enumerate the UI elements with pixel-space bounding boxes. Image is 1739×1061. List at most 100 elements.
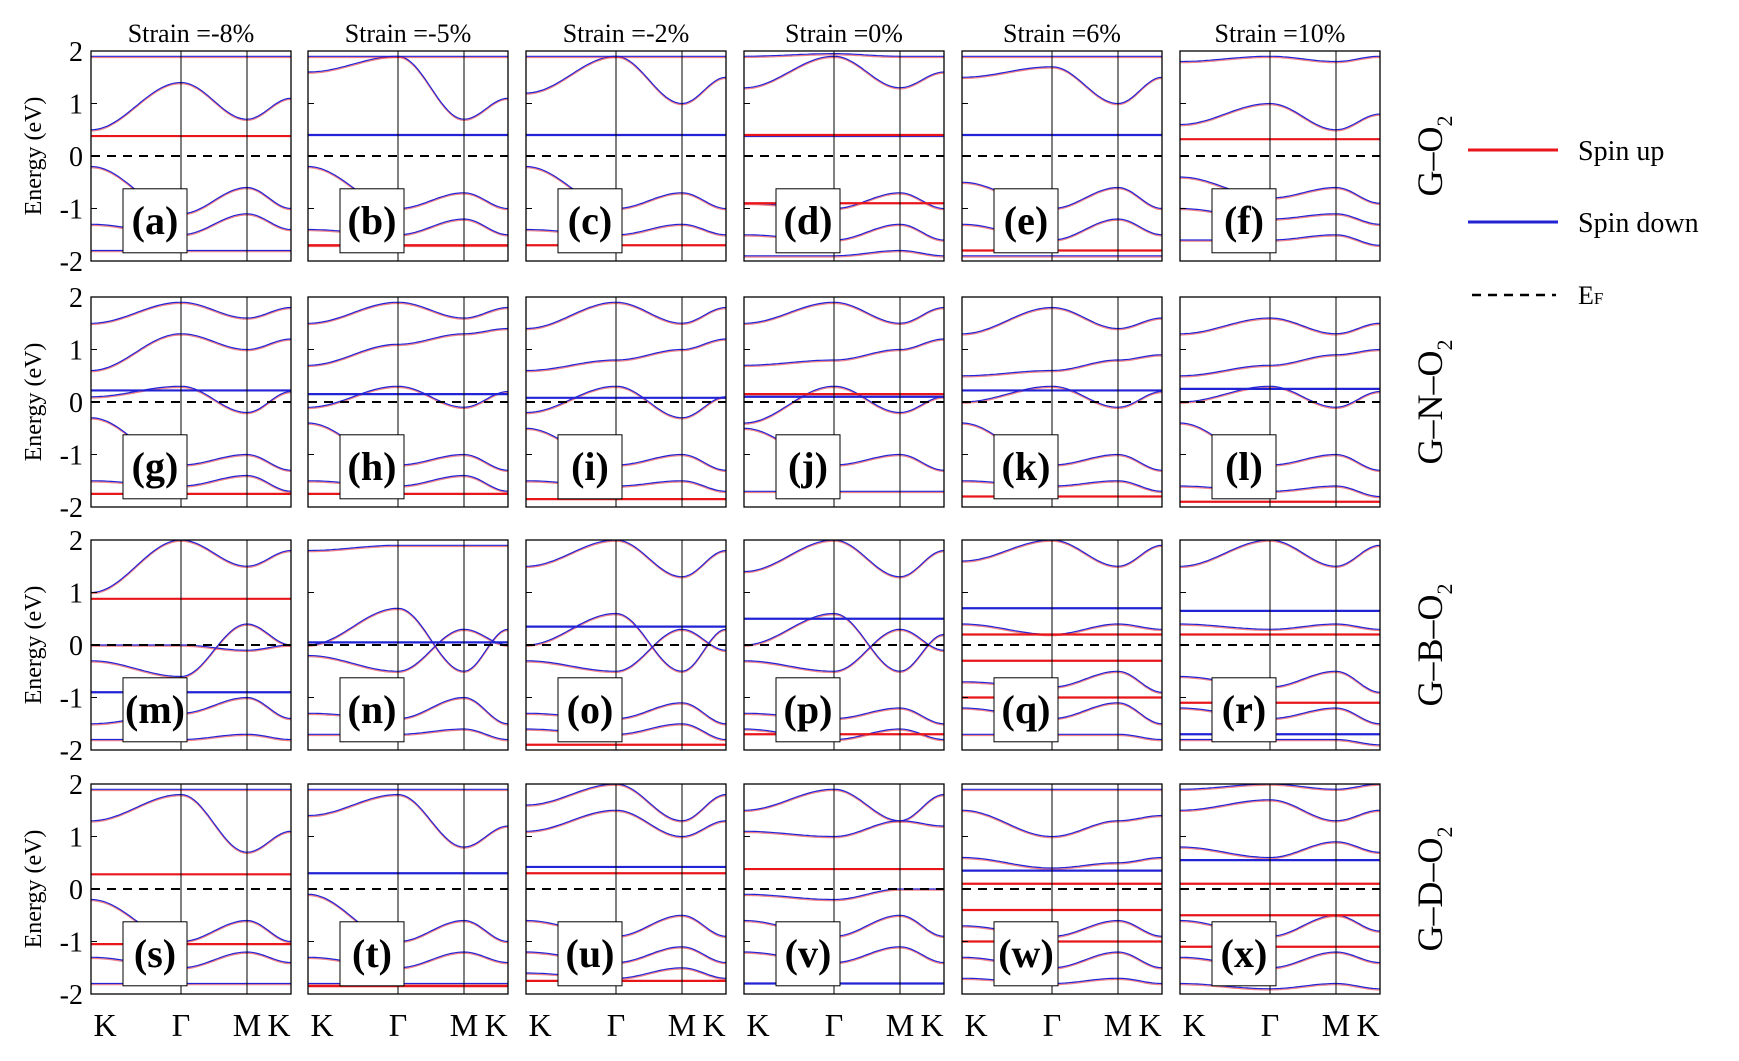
spin-down-band-2 bbox=[91, 165, 291, 215]
band-panels: (a) 2 1 0 -1 -2 Energy (eV) (b) (c) (d) (e) (f) (g) 2… bbox=[21, 37, 1381, 1011]
spin-up-band-2 bbox=[91, 900, 291, 944]
spin-up-band-1 bbox=[91, 302, 291, 326]
spin-up-band-1 bbox=[308, 302, 508, 326]
spin-down-band-0 bbox=[1180, 540, 1380, 567]
spin-down-band-3 bbox=[962, 422, 1162, 471]
panel-label-box bbox=[339, 677, 405, 743]
panel-bands bbox=[91, 55, 291, 253]
strain-label-4: Strain =6% bbox=[1003, 19, 1121, 48]
spin-up-band-0 bbox=[91, 83, 291, 132]
y-tick-label: 1 bbox=[69, 336, 83, 367]
legend-fermi-label: EF bbox=[1578, 281, 1603, 310]
y-tick-label: 1 bbox=[69, 579, 83, 610]
panel-label: (j) bbox=[788, 444, 828, 489]
y-tick-label: -1 bbox=[60, 928, 83, 959]
spin-down-band-0 bbox=[962, 66, 1162, 105]
strain-label-1: Strain =-5% bbox=[345, 19, 472, 48]
row-label-main: G–B–O bbox=[1410, 594, 1450, 706]
spin-up-band-1 bbox=[744, 302, 944, 326]
panel-label-box bbox=[339, 434, 405, 500]
panel-label: (k) bbox=[1002, 444, 1051, 489]
y-tick-label: -2 bbox=[60, 493, 83, 524]
spin-up-band-3 bbox=[962, 219, 1162, 242]
x-tick-label: Γ bbox=[389, 1007, 408, 1043]
y-tick-label: -2 bbox=[60, 736, 83, 767]
y-tick-label: -1 bbox=[60, 195, 83, 226]
spin-up-band-2 bbox=[308, 894, 508, 944]
panel-h: (h) bbox=[307, 296, 509, 508]
x-tick-label: K bbox=[702, 1007, 725, 1043]
x-tick-label: K bbox=[93, 1007, 116, 1043]
row-label-subscript: 2 bbox=[1432, 827, 1457, 838]
spin-up-band-0 bbox=[91, 540, 291, 595]
x-tick-label: K bbox=[920, 1007, 943, 1043]
x-tick-label: M bbox=[668, 1007, 696, 1043]
strain-label-2: Strain =-2% bbox=[563, 19, 690, 48]
panel-label-box bbox=[1211, 434, 1277, 500]
spin-down-band-2 bbox=[744, 385, 944, 424]
spin-up-band-3 bbox=[744, 428, 944, 473]
spin-up-band-0 bbox=[1180, 350, 1380, 378]
x-tick-label: K bbox=[964, 1007, 987, 1043]
spin-down-band-0 bbox=[308, 55, 508, 120]
x-tick-label: K bbox=[746, 1007, 769, 1043]
spin-up-band-0 bbox=[526, 56, 726, 106]
x-tick-label: M bbox=[1322, 1007, 1350, 1043]
panel-label: (x) bbox=[1221, 931, 1268, 976]
panel-m: (m) 2 1 0 -1 -2 Energy (eV) bbox=[21, 526, 292, 767]
x-tick-label: M bbox=[450, 1007, 478, 1043]
spin-up-band-3 bbox=[1180, 209, 1380, 227]
spin-down-band-2 bbox=[526, 385, 726, 419]
panel-label-box bbox=[775, 188, 841, 254]
x-tick-label: Γ bbox=[172, 1007, 191, 1043]
spin-down-band-1 bbox=[1180, 799, 1380, 822]
spin-down-band-3 bbox=[308, 951, 508, 969]
panel-label: (o) bbox=[567, 687, 614, 732]
spin-down-band-2 bbox=[91, 385, 291, 414]
panel-label-box bbox=[557, 434, 623, 500]
panel-t: (t) bbox=[307, 783, 509, 995]
panel-bands bbox=[744, 788, 944, 985]
spin-down-band-2 bbox=[308, 893, 508, 943]
y-tick-label: -1 bbox=[60, 441, 83, 472]
spin-up-band-2 bbox=[962, 182, 1162, 211]
y-tick-label: -2 bbox=[60, 247, 83, 278]
spin-down-band-0 bbox=[91, 333, 291, 372]
spin-up-band-4 bbox=[962, 734, 1162, 742]
panel-label-box bbox=[122, 677, 188, 743]
panel-a: (a) 2 1 0 -1 -2 Energy (eV) bbox=[21, 37, 292, 278]
spin-down-band-0 bbox=[526, 540, 726, 578]
spin-up-band-0 bbox=[526, 339, 726, 373]
spin-down-band-3 bbox=[91, 696, 291, 725]
spin-down-band-4 bbox=[962, 480, 1162, 492]
y-tick-label: 0 bbox=[69, 631, 83, 662]
spin-up-band-3 bbox=[91, 418, 291, 473]
panel-bands bbox=[1180, 317, 1380, 503]
spin-down-band-1 bbox=[526, 809, 726, 838]
panel-label-box bbox=[122, 434, 188, 500]
spin-up-band-1 bbox=[962, 308, 1162, 336]
spin-down-band-0 bbox=[744, 338, 944, 366]
spin-up-band-2 bbox=[308, 629, 508, 674]
panel-label: (q) bbox=[1002, 687, 1051, 732]
row-label-main: G–O bbox=[1410, 127, 1450, 197]
legend: Spin up Spin down EF bbox=[1468, 136, 1699, 310]
panel-bands bbox=[526, 784, 726, 982]
panel-label-box bbox=[993, 677, 1059, 743]
spin-down-band-0 bbox=[962, 540, 1162, 567]
spin-up-band-2 bbox=[744, 386, 944, 425]
panel-bands bbox=[308, 55, 508, 248]
spin-up-band-3 bbox=[91, 214, 291, 237]
spin-down-band-2 bbox=[962, 670, 1162, 693]
y-tick-label: 1 bbox=[69, 90, 83, 121]
spin-down-band-0 bbox=[962, 354, 1162, 377]
y-tick-label: 0 bbox=[69, 142, 83, 173]
spin-up-band-0 bbox=[1180, 540, 1380, 569]
panel-label-box bbox=[122, 921, 188, 987]
spin-down-band-1 bbox=[308, 301, 508, 324]
panel-label: (v) bbox=[785, 931, 832, 976]
y-tick-label: -1 bbox=[60, 684, 83, 715]
spin-up-band-2 bbox=[1180, 842, 1380, 860]
panel-label-box bbox=[557, 188, 623, 254]
